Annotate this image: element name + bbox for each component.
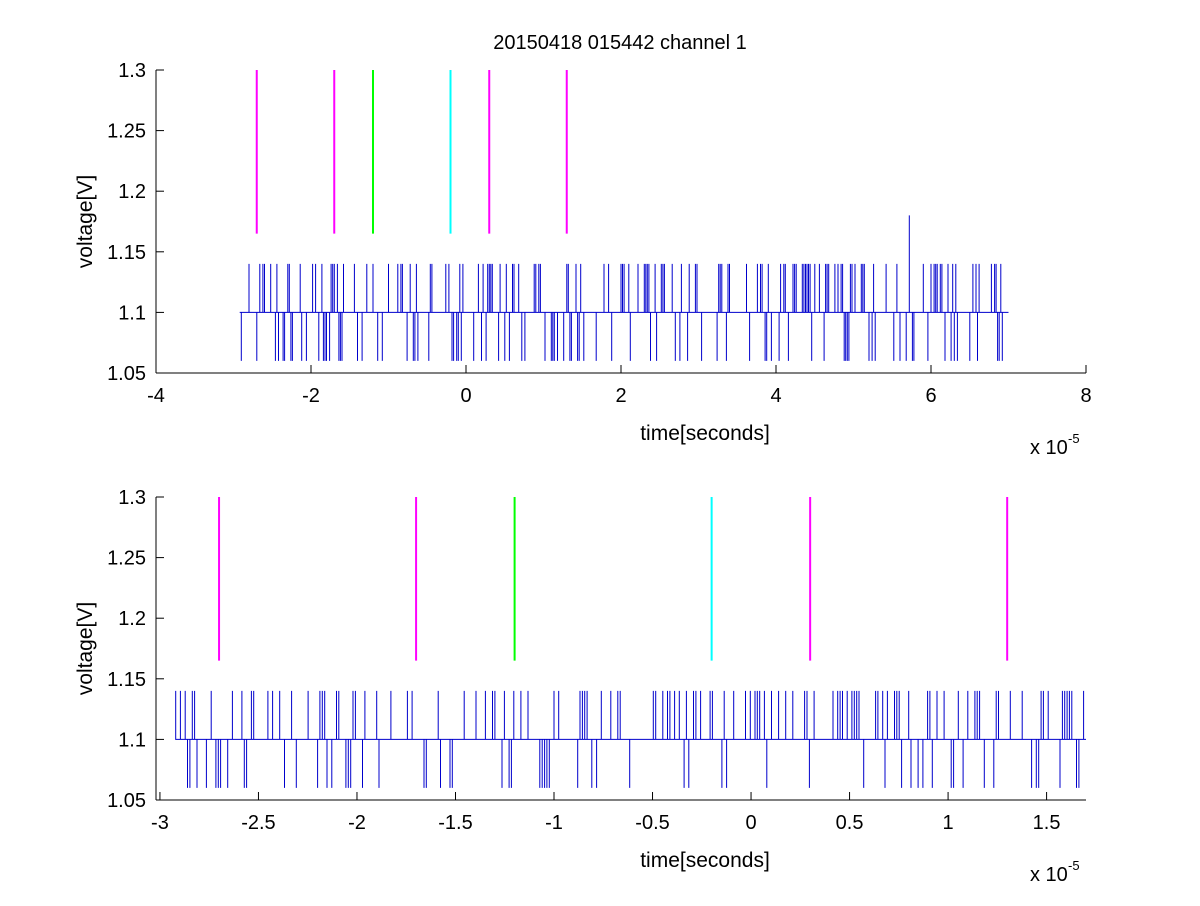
x-tick-label: -0.5 (635, 812, 669, 834)
y-tick-label: 1.1 (118, 302, 146, 324)
top-plot: -4 -2 0 2 4 6 8 1.05 1.1 1.15 1.2 1.25 1.3 time[secon… (74, 60, 1092, 459)
x-exponent-value: -5 (1068, 858, 1080, 873)
x-tick-label: 0.5 (836, 812, 864, 834)
x-tick-label: 0 (745, 812, 756, 834)
x-axis-label: time[seconds] (640, 849, 770, 872)
x-tick-label: 2 (615, 385, 626, 407)
x-tick-label: 1 (943, 812, 954, 834)
y-tick-label: 1.2 (118, 181, 146, 203)
y-axis-label: voltage[V] (74, 175, 97, 268)
figure-title: 20150418 015442 channel 1 (493, 32, 747, 54)
x-tick-label: -2.5 (241, 812, 275, 834)
x-exponent-label: x 10 (1030, 864, 1068, 886)
x-tick-label: 1.5 (1033, 812, 1061, 834)
x-tick-label: 8 (1080, 385, 1091, 407)
x-tick-label: -1.5 (438, 812, 472, 834)
y-tick-label: 1.1 (118, 729, 146, 751)
signal-trace (239, 215, 1009, 361)
x-tick-label: -2 (348, 812, 366, 834)
signal-trace (175, 690, 1086, 788)
y-tick-label: 1.3 (118, 487, 146, 509)
x-tick-label: -2 (302, 385, 320, 407)
x-tick-label: -1 (545, 812, 563, 834)
y-tick-label: 1.15 (107, 669, 146, 691)
y-tick-label: 1.05 (107, 363, 146, 385)
x-exponent-value: -5 (1068, 431, 1080, 446)
x-tick-label: -4 (147, 385, 165, 407)
x-exponent-label: x 10 (1030, 437, 1068, 459)
x-tick-label: 4 (770, 385, 781, 407)
bottom-plot: -3 -2.5 -2 -1.5 -1 -0.5 0 0.5 1 1.5 1.05 1.1 1.15 1.2… (74, 487, 1086, 886)
y-tick-label: 1.15 (107, 242, 146, 264)
y-tick-label: 1.2 (118, 608, 146, 630)
y-tick-label: 1.3 (118, 60, 146, 82)
x-tick-label: 0 (460, 385, 471, 407)
x-tick-label: -3 (151, 812, 169, 834)
x-tick-label: 6 (925, 385, 936, 407)
y-axis-label: voltage[V] (74, 602, 97, 695)
y-tick-label: 1.05 (107, 790, 146, 812)
x-axis-label: time[seconds] (640, 422, 770, 445)
y-tick-label: 1.25 (107, 548, 146, 570)
y-tick-label: 1.25 (107, 121, 146, 143)
